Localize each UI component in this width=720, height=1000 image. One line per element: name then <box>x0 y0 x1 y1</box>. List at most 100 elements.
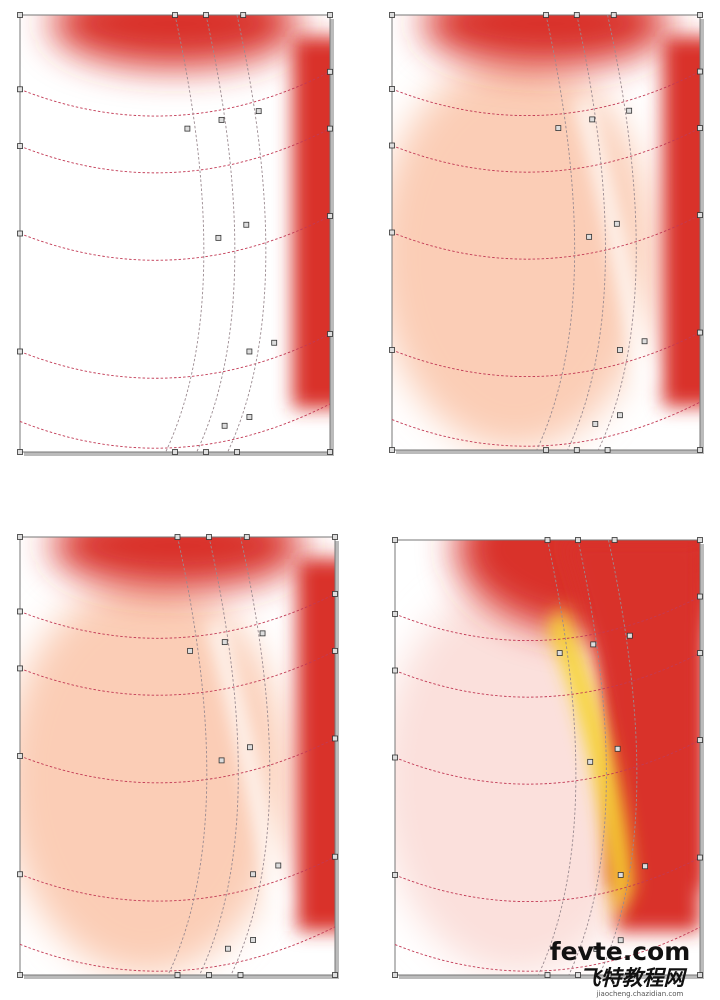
mesh-node <box>392 754 398 761</box>
mesh-line <box>394 596 701 642</box>
mesh-node <box>573 12 580 18</box>
mesh-node <box>221 639 228 646</box>
mesh-node <box>697 329 703 336</box>
mesh-node <box>250 937 257 943</box>
mesh-line <box>199 536 239 976</box>
mesh-node <box>593 946 600 952</box>
white-streak <box>576 100 652 386</box>
mesh-line <box>391 127 701 173</box>
mesh-node <box>17 534 23 540</box>
panel-bg <box>20 15 330 452</box>
mesh-node <box>332 972 338 978</box>
mesh-node <box>327 12 333 18</box>
mesh-node <box>642 863 648 870</box>
mesh-line <box>598 539 638 976</box>
mesh-node <box>234 449 240 455</box>
mesh-node <box>203 449 209 455</box>
mesh-line <box>19 650 336 696</box>
mesh-node <box>327 125 333 132</box>
mesh-node <box>215 234 222 241</box>
mesh-node <box>617 937 624 944</box>
mesh-node <box>332 647 338 654</box>
red-top <box>422 15 670 68</box>
mesh-node <box>586 233 593 240</box>
mesh-node <box>392 972 398 978</box>
mesh-node <box>17 972 23 978</box>
mesh-node <box>544 537 551 543</box>
mesh-node <box>697 972 703 978</box>
mesh-node <box>17 86 23 93</box>
mesh-node <box>17 608 23 615</box>
mesh-line <box>597 14 637 451</box>
mesh-node <box>697 68 703 75</box>
mesh-node <box>327 449 333 455</box>
mesh-line <box>19 71 331 117</box>
mesh-line <box>19 215 331 261</box>
mesh-line <box>536 14 576 451</box>
mesh-node <box>187 647 194 654</box>
mesh-node <box>392 667 398 674</box>
mesh-node <box>172 12 178 18</box>
red-top <box>51 15 299 68</box>
mesh-node <box>392 611 398 617</box>
mesh-line <box>391 332 701 378</box>
mesh-node <box>610 12 617 18</box>
mesh-node <box>697 125 703 131</box>
mesh-node <box>17 12 23 18</box>
mesh-node <box>697 212 703 219</box>
mesh-node <box>589 116 596 123</box>
mesh-node <box>174 972 181 978</box>
mesh-line <box>391 214 701 260</box>
mesh-node <box>697 12 703 18</box>
mesh-line <box>19 333 331 379</box>
mesh-node <box>184 125 191 132</box>
peach <box>20 580 288 975</box>
mesh-node <box>243 221 250 228</box>
mesh-line <box>391 401 701 447</box>
mesh-node <box>246 348 253 355</box>
mesh-node <box>556 650 563 656</box>
mesh-node <box>575 537 581 543</box>
mesh-panel <box>17 534 339 979</box>
mesh-node <box>697 854 703 861</box>
mesh-node <box>611 537 618 543</box>
red-top <box>51 537 304 590</box>
mesh-node <box>389 142 395 149</box>
mesh-node <box>246 414 253 420</box>
red-right <box>297 558 335 932</box>
mesh-node <box>617 412 623 419</box>
mesh-node <box>392 872 398 878</box>
mesh-node <box>327 68 333 75</box>
mesh-line <box>19 856 336 902</box>
mesh-line <box>537 539 577 976</box>
mesh-node <box>614 745 621 752</box>
watermark-url: jiaocheng.chazidian.com <box>596 990 684 998</box>
mesh-node <box>613 220 620 227</box>
mesh-line <box>567 14 606 451</box>
mesh-line <box>167 536 208 976</box>
mesh-node <box>604 447 611 453</box>
mesh-node <box>17 665 23 672</box>
panels <box>17 12 704 979</box>
mesh-node <box>697 447 703 453</box>
mesh-node <box>392 537 398 543</box>
mesh-panel <box>17 12 334 456</box>
fill <box>20 537 335 975</box>
white-streak <box>208 622 286 911</box>
watermark-name: 飞特教程网 <box>580 966 688 990</box>
mesh-node <box>389 347 395 353</box>
mesh-line <box>165 14 205 453</box>
fill <box>392 15 700 450</box>
mesh-node <box>617 872 624 878</box>
mesh-node <box>697 537 703 543</box>
mesh-node <box>389 86 395 92</box>
mesh-node <box>332 735 338 742</box>
mesh-node <box>247 744 253 751</box>
red-mid <box>562 540 700 932</box>
mesh-node <box>617 347 623 353</box>
mesh-node <box>332 534 338 540</box>
mesh-node <box>221 422 228 429</box>
mesh-node <box>271 339 278 346</box>
mesh-node <box>327 331 333 337</box>
yellow-streak <box>547 605 633 923</box>
